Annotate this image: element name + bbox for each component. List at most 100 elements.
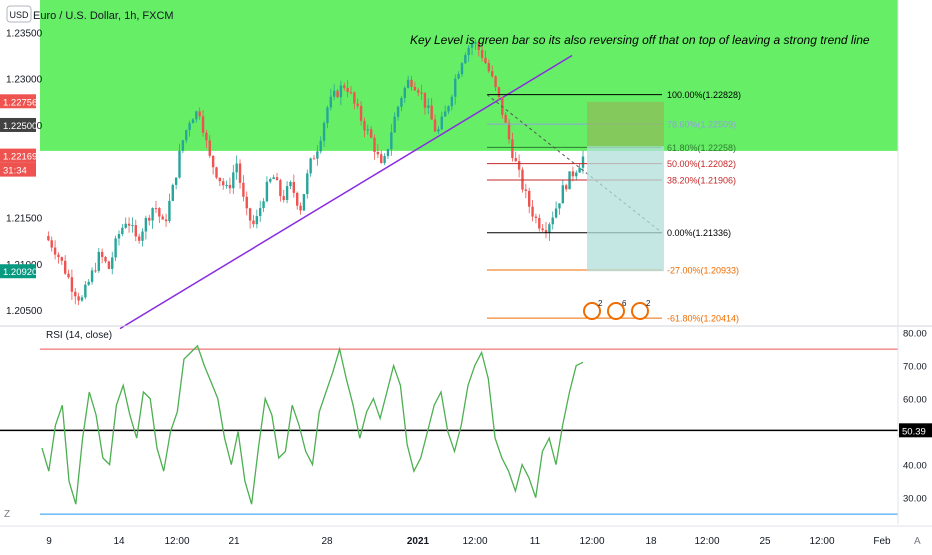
candle-body bbox=[63, 260, 67, 274]
candle-body bbox=[74, 291, 77, 297]
candle-body bbox=[491, 71, 494, 77]
time-axis-label: 9 bbox=[46, 536, 52, 547]
time-axis-label: 25 bbox=[759, 536, 771, 547]
rsi-axis-label: 60.00 bbox=[903, 395, 927, 406]
candle-body bbox=[383, 156, 386, 164]
candle-body bbox=[501, 97, 504, 115]
time-axis-label: 18 bbox=[645, 536, 657, 547]
candle-body bbox=[346, 87, 349, 93]
candle-body bbox=[127, 223, 131, 226]
price-tag-box bbox=[0, 117, 36, 132]
price-tag-3: 31:34 bbox=[3, 166, 27, 177]
candle-body bbox=[185, 130, 188, 141]
candle-body bbox=[417, 90, 420, 93]
candle-body bbox=[302, 194, 306, 211]
candle-body bbox=[248, 208, 252, 221]
candle-body bbox=[316, 151, 319, 159]
fib-label-2: 61.80%(1.22258) bbox=[667, 143, 736, 153]
candle-body bbox=[467, 47, 470, 56]
candle-body bbox=[90, 270, 94, 282]
time-axis-label: 12:00 bbox=[164, 536, 189, 547]
event-badge-count: 6 bbox=[622, 299, 627, 308]
candle-body bbox=[460, 63, 464, 75]
candle-body bbox=[571, 171, 575, 177]
candle-body bbox=[400, 98, 403, 107]
candle-body bbox=[336, 90, 339, 98]
time-axis-label: 11 bbox=[530, 536, 541, 547]
candle-body bbox=[211, 155, 215, 168]
candle-body bbox=[497, 87, 501, 98]
candle-body bbox=[487, 63, 491, 72]
time-axis-label: 12:00 bbox=[462, 536, 487, 547]
rsi-value-tag-box bbox=[899, 423, 932, 438]
key-level-zone-layer bbox=[40, 0, 898, 151]
candle-body bbox=[225, 184, 228, 186]
fib-label-4: 38.20%(1.21906) bbox=[667, 175, 736, 185]
candle-body bbox=[295, 192, 299, 206]
events-layer: 2 6 2 bbox=[583, 299, 651, 320]
candle-body bbox=[437, 129, 440, 132]
candle-body bbox=[232, 172, 235, 189]
candle-body bbox=[265, 181, 269, 202]
candle-body bbox=[188, 123, 191, 131]
position-stop-zone bbox=[587, 101, 664, 147]
candle-body bbox=[275, 177, 279, 181]
price-tag-1: 1.22500 bbox=[3, 121, 37, 132]
candle-body bbox=[528, 190, 531, 207]
currency-badge-box[interactable] bbox=[6, 5, 32, 23]
candle-body bbox=[366, 129, 369, 131]
candle-body bbox=[413, 86, 417, 91]
candle-body bbox=[121, 227, 124, 235]
rsi-layer: 50.39 80.00 70.00 60.00 40.00 30.00 bbox=[0, 329, 932, 515]
rsi-axis-label: 80.00 bbox=[903, 329, 927, 340]
candle-body bbox=[70, 277, 74, 292]
currency-badge[interactable]: USD bbox=[9, 10, 29, 20]
candle-body bbox=[410, 79, 413, 87]
candle-body bbox=[262, 201, 265, 209]
candle-body bbox=[578, 167, 581, 173]
candle-body bbox=[174, 177, 178, 185]
candle-body bbox=[60, 257, 64, 261]
candle-body bbox=[561, 185, 565, 204]
bottom-left-glyph[interactable]: Z bbox=[4, 509, 10, 520]
candle-body bbox=[154, 208, 158, 210]
event-flag-icon bbox=[631, 302, 649, 320]
time-axis-label: 21 bbox=[228, 536, 240, 547]
candle-body bbox=[423, 92, 427, 108]
candle-body bbox=[393, 116, 396, 133]
candle-body bbox=[329, 96, 333, 108]
candle-body bbox=[359, 105, 363, 121]
candle-body bbox=[124, 223, 127, 228]
candle-body bbox=[97, 251, 100, 271]
candle-body bbox=[386, 149, 390, 157]
candle-body bbox=[205, 132, 208, 141]
candle-body bbox=[494, 76, 497, 88]
candle-body bbox=[279, 180, 282, 197]
candle-body bbox=[144, 217, 148, 232]
candle-body bbox=[433, 119, 437, 132]
candle-body bbox=[117, 234, 121, 239]
bottom-right-glyph[interactable]: A bbox=[914, 536, 921, 547]
candle-body bbox=[369, 129, 373, 138]
fib-trend-diagonal bbox=[486, 94, 663, 234]
candle-body bbox=[141, 231, 144, 241]
event-badge-count: 2 bbox=[646, 299, 651, 308]
candle-body bbox=[339, 85, 343, 98]
candle-body bbox=[272, 177, 275, 180]
time-axis-label: 12:00 bbox=[809, 536, 834, 547]
candle-body bbox=[114, 238, 117, 258]
fib-label-5: 0.00%(1.21336) bbox=[667, 228, 731, 238]
price-axis-label: 1.20500 bbox=[6, 306, 43, 317]
candle-body bbox=[306, 173, 309, 195]
candle-body bbox=[406, 79, 410, 88]
candle-body bbox=[544, 230, 548, 233]
candle-body bbox=[255, 216, 259, 225]
candles-layer bbox=[47, 39, 585, 306]
candle-body bbox=[457, 74, 460, 79]
candle-body bbox=[84, 284, 87, 298]
symbol-title: Euro / U.S. Dollar, 1h, FXCM bbox=[33, 10, 174, 22]
candle-body bbox=[292, 181, 296, 193]
candle-body bbox=[558, 203, 561, 209]
candle-body bbox=[195, 111, 198, 120]
